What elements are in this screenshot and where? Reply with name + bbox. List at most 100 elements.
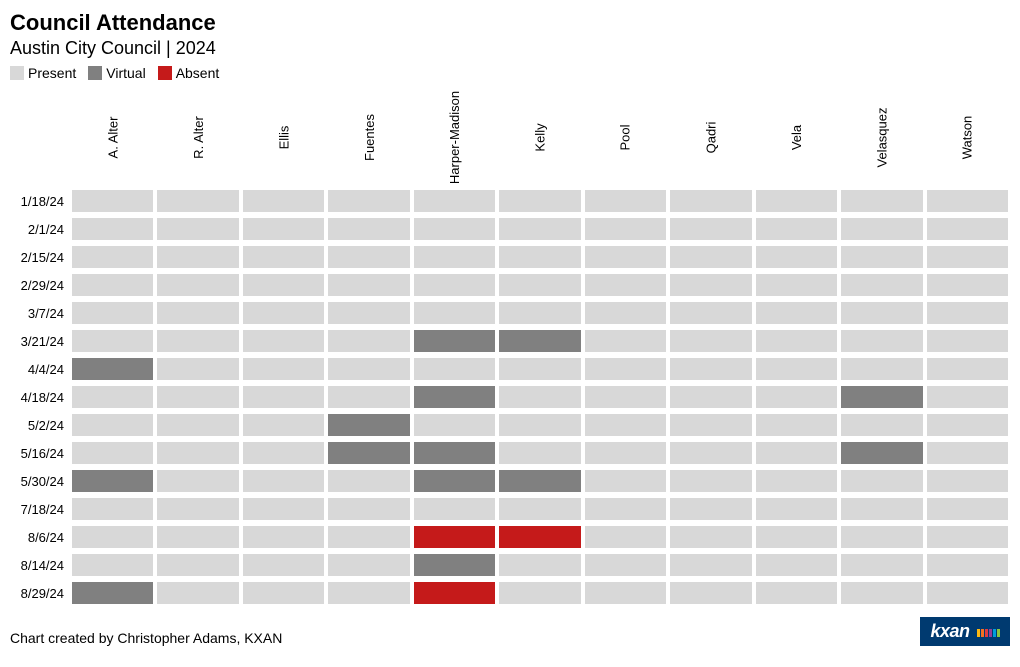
table-row: 3/7/24 (10, 299, 1010, 327)
attendance-cell (927, 582, 1008, 604)
member-name: Vela (789, 125, 804, 150)
attendance-cell (499, 274, 580, 296)
attendance-cell (414, 246, 495, 268)
chart-subtitle: Austin City Council | 2024 (10, 38, 1010, 59)
attendance-cell (328, 274, 409, 296)
attendance-cell (243, 526, 324, 548)
attendance-cell (499, 554, 580, 576)
attendance-cell (243, 302, 324, 324)
row-date-label: 7/18/24 (10, 502, 70, 517)
attendance-cell (841, 526, 922, 548)
attendance-cell (927, 554, 1008, 576)
attendance-cell (328, 554, 409, 576)
attendance-cell (157, 246, 238, 268)
chart-credit: Chart created by Christopher Adams, KXAN (10, 630, 282, 646)
attendance-cell (328, 582, 409, 604)
attendance-cell (328, 386, 409, 408)
attendance-cell (243, 190, 324, 212)
attendance-cell (841, 470, 922, 492)
table-row: 8/6/24 (10, 523, 1010, 551)
attendance-cell (585, 582, 666, 604)
attendance-cell (927, 498, 1008, 520)
attendance-cell (157, 274, 238, 296)
attendance-cell (585, 190, 666, 212)
legend-item: Absent (158, 65, 220, 81)
table-row: 4/18/24 (10, 383, 1010, 411)
attendance-cell (414, 330, 495, 352)
attendance-cell (328, 218, 409, 240)
peacock-feather (989, 629, 992, 637)
attendance-cell (72, 246, 153, 268)
table-row: 2/15/24 (10, 243, 1010, 271)
attendance-cell (157, 190, 238, 212)
attendance-cell (157, 302, 238, 324)
legend: PresentVirtualAbsent (10, 65, 1010, 81)
attendance-cell (670, 274, 751, 296)
attendance-cell (328, 414, 409, 436)
attendance-cell (72, 218, 153, 240)
attendance-cell (328, 190, 409, 212)
row-date-label: 3/7/24 (10, 306, 70, 321)
attendance-cell (499, 414, 580, 436)
attendance-cell (841, 582, 922, 604)
attendance-cell (927, 330, 1008, 352)
member-name: Harper-Madison (447, 91, 462, 184)
peacock-feather (997, 629, 1000, 637)
attendance-cell (243, 414, 324, 436)
kxan-logo-text: kxan (930, 621, 969, 641)
attendance-cell (157, 582, 238, 604)
attendance-cell (72, 498, 153, 520)
attendance-cell (72, 470, 153, 492)
attendance-cell (756, 274, 837, 296)
table-row: 1/18/24 (10, 187, 1010, 215)
attendance-cell (670, 554, 751, 576)
attendance-cell (841, 442, 922, 464)
chart-footer: Chart created by Christopher Adams, KXAN… (10, 617, 1010, 646)
attendance-cell (72, 274, 153, 296)
table-row: 5/30/24 (10, 467, 1010, 495)
peacock-feather (985, 629, 988, 637)
attendance-cell (243, 498, 324, 520)
attendance-cell (670, 442, 751, 464)
attendance-cell (157, 526, 238, 548)
chart-title: Council Attendance (10, 10, 1010, 36)
row-date-label: 5/30/24 (10, 474, 70, 489)
attendance-cell (927, 358, 1008, 380)
attendance-heatmap: A. AlterR. AlterEllisFuentesHarper-Madis… (10, 87, 1010, 607)
attendance-cell (414, 358, 495, 380)
attendance-cell (157, 554, 238, 576)
attendance-cell (756, 414, 837, 436)
member-name: Velasquez (874, 108, 889, 168)
column-headers: A. AlterR. AlterEllisFuentesHarper-Madis… (10, 87, 1010, 187)
attendance-cell (499, 442, 580, 464)
attendance-cell (585, 246, 666, 268)
table-row: 8/29/24 (10, 579, 1010, 607)
table-row: 4/4/24 (10, 355, 1010, 383)
legend-swatch (88, 66, 102, 80)
member-name: Watson (960, 116, 975, 160)
attendance-cell (756, 330, 837, 352)
legend-item: Present (10, 65, 76, 81)
attendance-cell (414, 442, 495, 464)
attendance-cell (243, 386, 324, 408)
peacock-feather (977, 629, 980, 637)
table-row: 8/14/24 (10, 551, 1010, 579)
attendance-cell (157, 414, 238, 436)
attendance-cell (756, 470, 837, 492)
attendance-cell (756, 190, 837, 212)
attendance-cell (328, 442, 409, 464)
table-row: 2/1/24 (10, 215, 1010, 243)
attendance-cell (414, 554, 495, 576)
attendance-cell (157, 442, 238, 464)
attendance-cell (414, 190, 495, 212)
attendance-cell (756, 526, 837, 548)
attendance-cell (72, 330, 153, 352)
attendance-cell (414, 302, 495, 324)
attendance-cell (414, 274, 495, 296)
attendance-cell (927, 386, 1008, 408)
attendance-cell (499, 246, 580, 268)
attendance-cell (499, 218, 580, 240)
attendance-cell (243, 554, 324, 576)
attendance-cell (243, 330, 324, 352)
attendance-cell (670, 582, 751, 604)
